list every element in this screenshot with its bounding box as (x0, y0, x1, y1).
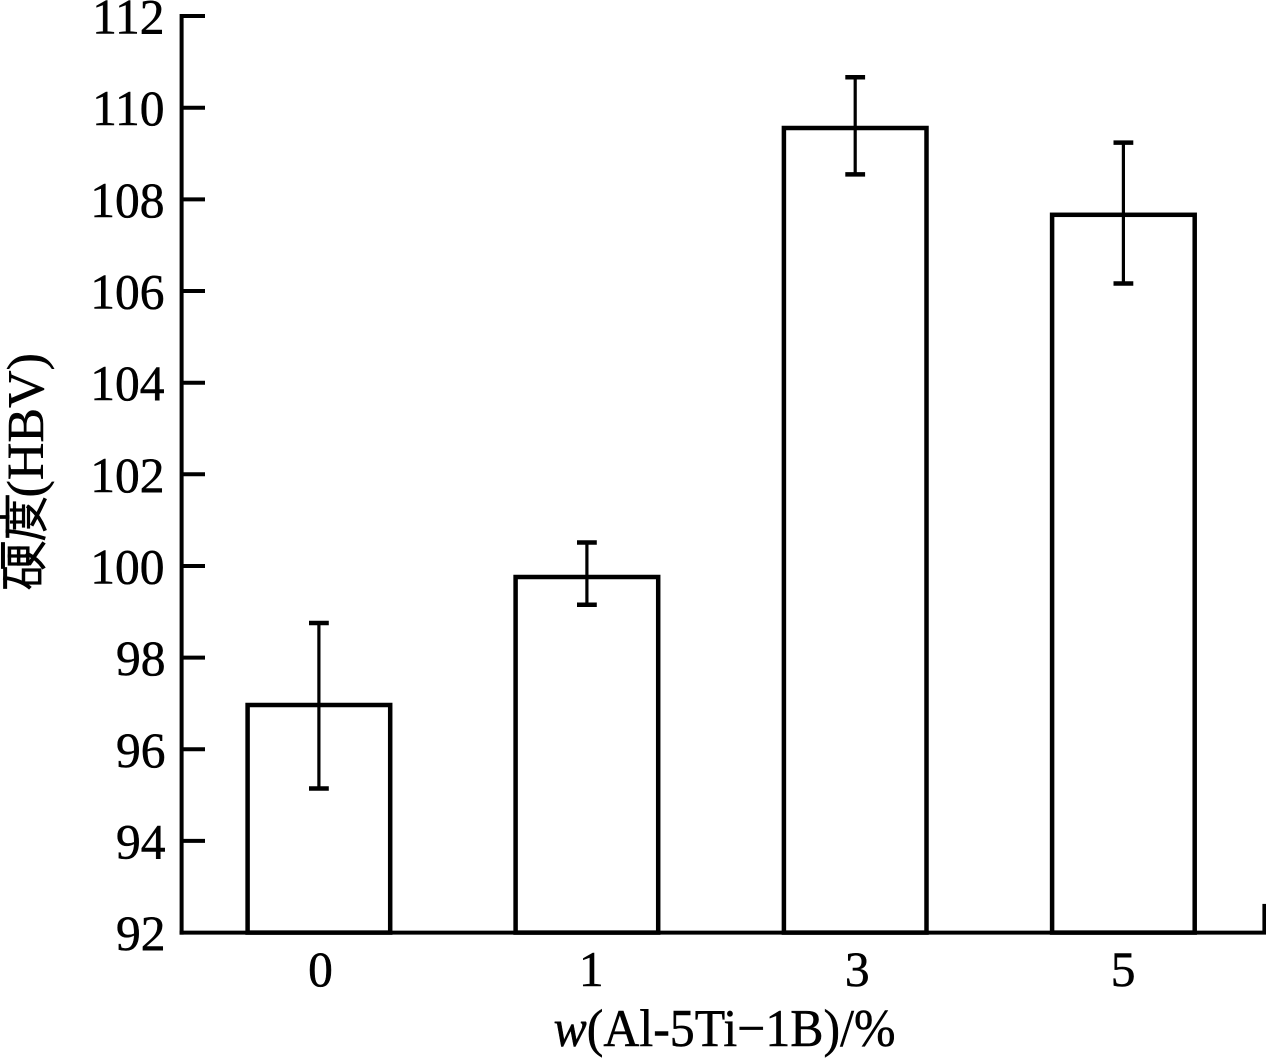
svg-text:104: 104 (90, 356, 164, 411)
svg-text:92: 92 (116, 906, 166, 961)
svg-text:0: 0 (308, 942, 333, 997)
svg-text:102: 102 (90, 448, 164, 503)
svg-text:(HBV): (HBV) (0, 353, 55, 497)
svg-text:108: 108 (90, 173, 164, 228)
svg-text:94: 94 (116, 814, 166, 869)
svg-text:98: 98 (116, 631, 166, 686)
svg-text:110: 110 (92, 81, 164, 136)
svg-text:106: 106 (90, 265, 164, 320)
svg-text:96: 96 (116, 723, 166, 778)
svg-text:1: 1 (579, 942, 604, 997)
svg-text:3: 3 (845, 942, 870, 997)
svg-text:w(Al-5Ti−1B)/%: w(Al-5Ti−1B)/% (554, 1000, 896, 1058)
svg-text:100: 100 (90, 540, 164, 595)
svg-text:112: 112 (92, 0, 164, 45)
svg-text:5: 5 (1111, 942, 1136, 997)
